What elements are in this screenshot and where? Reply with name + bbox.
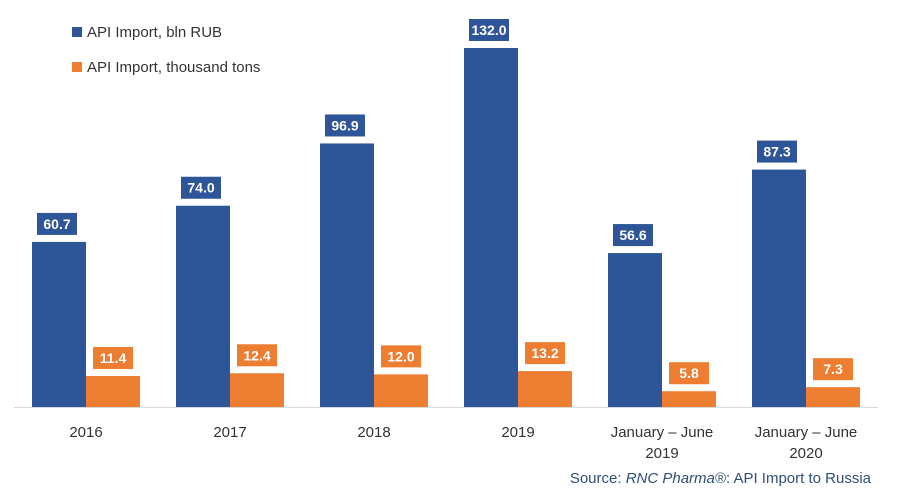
legend-swatch	[72, 27, 82, 37]
data-label-box	[93, 346, 133, 369]
x-tick-label: 2020	[789, 445, 822, 462]
data-label-box	[613, 224, 653, 247]
x-tick-label: 2019	[645, 445, 678, 462]
bar-tons	[86, 375, 140, 407]
data-label-box	[525, 342, 565, 365]
data-label: 87.3	[763, 144, 790, 160]
source-suffix: : API Import to Russia	[725, 470, 871, 487]
data-label: 5.8	[679, 365, 699, 381]
bar-rub	[176, 205, 230, 407]
x-tick-label: 2016	[69, 424, 102, 441]
data-label: 11.4	[100, 350, 127, 366]
x-tick-label: 2019	[501, 424, 534, 441]
data-label-box	[37, 212, 77, 235]
data-label: 60.7	[43, 216, 70, 232]
bar-tons	[230, 373, 284, 407]
data-label: 74.0	[187, 180, 214, 196]
chart-bars	[32, 48, 860, 407]
bar-rub	[608, 253, 662, 407]
bar-tons	[806, 387, 860, 407]
legend-label: API Import, bln RUB	[87, 24, 222, 41]
x-tick-label: January – June	[755, 424, 858, 441]
chart-data-labels: 60.7 11.4 74.0 12.4 96.9 12.0 132.0 13.2 56.6 5.8…	[37, 19, 853, 385]
data-label: 12.4	[243, 347, 270, 363]
bar-rub	[464, 48, 518, 407]
data-label-box	[669, 362, 709, 385]
data-label: 7.3	[823, 361, 843, 377]
x-axis-tick-labels: 2016 2017 2018 2019 January – June 2019 Januar…	[69, 424, 857, 462]
chart-legend: API Import, bln RUB API Import, thousand …	[72, 24, 260, 76]
bar-rub	[752, 169, 806, 407]
x-tick-label: 2018	[357, 424, 390, 441]
bar-tons	[374, 374, 428, 407]
legend-swatch	[72, 62, 82, 72]
data-label-box	[181, 176, 221, 199]
data-label: 56.6	[619, 227, 646, 243]
x-tick-label: January – June	[611, 424, 714, 441]
bar-tons	[662, 391, 716, 407]
data-label: 96.9	[331, 117, 358, 133]
data-label-box	[757, 140, 797, 163]
bar-rub	[320, 143, 374, 407]
data-label: 132.0	[471, 22, 506, 38]
data-label-box	[237, 344, 277, 367]
data-label: 12.0	[387, 348, 414, 364]
source-prefix: Source:	[569, 470, 626, 487]
data-label-box	[325, 114, 365, 137]
bar-rub	[32, 241, 86, 407]
data-label-box	[813, 358, 853, 381]
source-note: Source: RNC Pharma®: API Import to Russi…	[570, 470, 871, 487]
data-label-box	[469, 19, 509, 41]
source-brand: RNC Pharma®	[625, 470, 726, 487]
bar-tons	[518, 371, 572, 407]
legend-label: API Import, thousand tons	[87, 59, 260, 76]
data-label: 13.2	[531, 345, 558, 361]
data-label-box	[381, 345, 421, 368]
x-tick-label: 2017	[213, 424, 246, 441]
